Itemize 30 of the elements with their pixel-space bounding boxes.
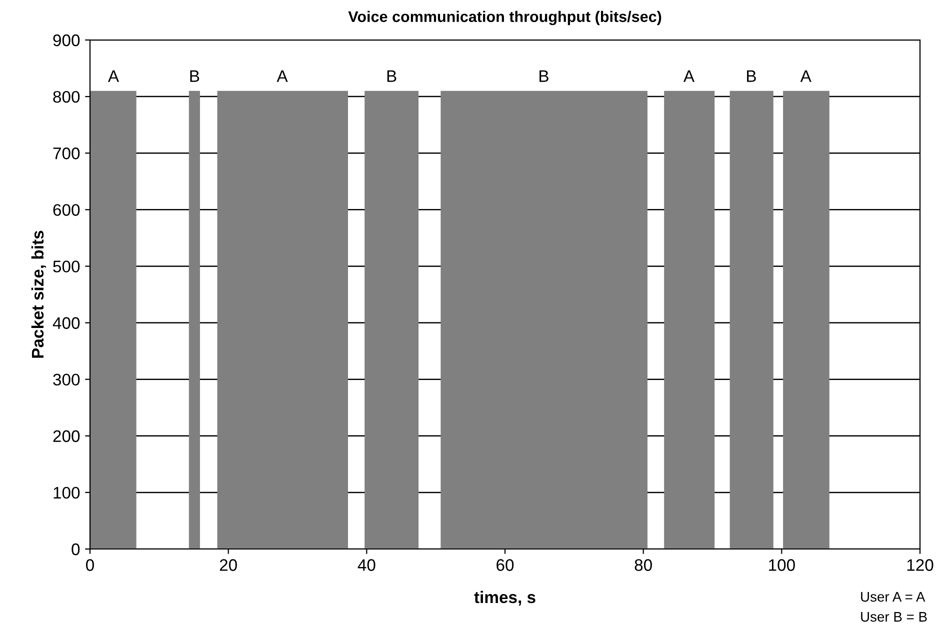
y-tick-label: 800 [53, 90, 80, 103]
annotation: A [276, 70, 288, 82]
annotation: A [800, 70, 812, 82]
annotation: B [747, 70, 756, 82]
y-tick-label: 400 [52, 317, 80, 329]
text: User A = A [861, 592, 926, 602]
x-tick-label: 40 [358, 559, 376, 571]
annotation: A [108, 70, 120, 82]
y-tick-label: 100 [54, 486, 80, 499]
x-axis-title: times, s [474, 590, 536, 606]
y-tick-label: 0 [72, 543, 80, 556]
x-tick-label: 80 [634, 559, 652, 571]
y-tick-label: 700 [53, 148, 80, 160]
y-tick-label: 600 [53, 204, 80, 216]
annotation: B [540, 70, 548, 82]
x-tick-label: 0 [86, 559, 94, 571]
x-tick-label: 60 [496, 559, 514, 571]
x-tick-label: 100 [769, 559, 795, 571]
chart-title: Voice communication throughput (bits/sec) [348, 10, 662, 26]
y-axis-title: Packet size, bits [31, 230, 46, 358]
annotation: B [190, 70, 200, 82]
text: User B = B [861, 612, 927, 622]
y-tick-label: 200 [53, 430, 80, 442]
x-tick-label: 20 [220, 559, 237, 571]
y-tick-label: 500 [53, 260, 80, 272]
x-tick-label: 120 [907, 559, 934, 571]
y-tick-label: 900 [53, 34, 80, 46]
annotation: B [387, 70, 396, 82]
y-tick-label: 300 [53, 374, 80, 386]
annotation: A [683, 70, 695, 82]
